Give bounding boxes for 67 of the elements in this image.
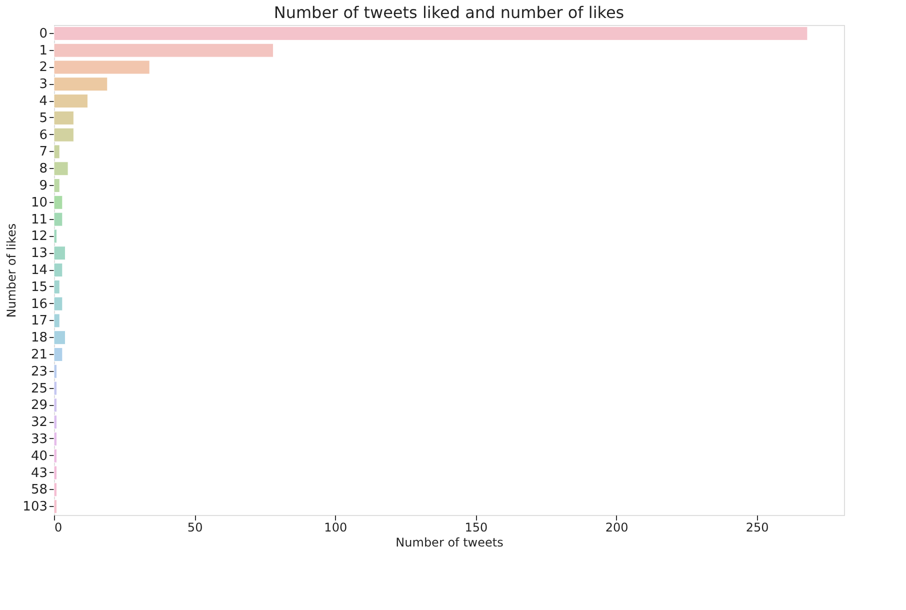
y-tick-label: 29 (30, 398, 48, 414)
y-tick-label: 17 (30, 314, 48, 329)
chart-title: Number of tweets liked and number of likes (274, 3, 624, 22)
bar (54, 162, 68, 176)
bar (54, 144, 60, 159)
bar (54, 246, 66, 260)
bar (54, 128, 74, 142)
x-tick-label: 200 (605, 520, 628, 534)
bar (54, 398, 58, 412)
bar (54, 77, 108, 92)
y-tick-label: 1 (39, 43, 48, 58)
bar (54, 94, 88, 108)
y-tick-label: 58 (30, 482, 48, 498)
y-tick-label: 9 (39, 178, 48, 194)
y-tick-label: 25 (30, 381, 48, 396)
y-tick-label: 13 (30, 246, 48, 262)
y-tick-label: 23 (30, 364, 48, 380)
y-tick-label: 18 (30, 330, 48, 346)
y-tick-label: 5 (39, 110, 48, 126)
bar (54, 466, 58, 480)
y-axis-title: Number of likes (4, 223, 19, 318)
x-axis-title: Number of tweets (396, 536, 504, 550)
y-tick-label: 0 (39, 26, 48, 42)
y-tick-label: 11 (30, 212, 48, 228)
y-tick-label: 4 (39, 94, 48, 110)
bar (54, 330, 66, 345)
y-tick-label: 3 (39, 77, 48, 92)
y-tick-label: 33 (30, 432, 48, 447)
y-tick-label: 6 (39, 128, 48, 143)
bar (54, 482, 58, 497)
x-tick-label: 250 (746, 520, 769, 534)
y-tick-label: 10 (30, 195, 48, 210)
y-tick-label: 7 (39, 144, 48, 160)
bar (54, 432, 58, 446)
x-tick-label: 50 (187, 520, 203, 534)
bar (54, 178, 60, 193)
y-tick-label: 12 (30, 229, 48, 244)
y-tick-label: 43 (30, 466, 48, 481)
y-tick-label: 32 (30, 415, 48, 430)
y-tick-label: 40 (30, 448, 48, 464)
x-tick-label: 150 (464, 520, 488, 534)
bar (54, 110, 74, 125)
y-tick-label: 15 (30, 280, 48, 295)
y-tick-label: 14 (30, 263, 48, 278)
bar (54, 364, 58, 378)
x-tick-label: 0 (54, 520, 62, 534)
bar (54, 43, 274, 58)
bar (54, 229, 58, 244)
bar (54, 381, 58, 396)
bar (54, 296, 63, 311)
y-tick-label: 16 (30, 296, 48, 312)
bar (54, 415, 58, 430)
y-tick-label: 2 (39, 60, 48, 76)
bar (54, 60, 150, 74)
bar (54, 500, 58, 514)
bar (54, 448, 58, 463)
bar (54, 314, 60, 328)
bar (54, 26, 808, 40)
bar (54, 195, 63, 210)
y-tick-label: 103 (22, 500, 48, 515)
y-tick-label: 8 (39, 162, 48, 177)
bar (54, 280, 60, 294)
bar (54, 262, 63, 278)
x-tick-label: 100 (324, 520, 348, 534)
bar (54, 212, 63, 226)
bar (54, 347, 63, 362)
y-tick-label: 21 (30, 347, 48, 362)
